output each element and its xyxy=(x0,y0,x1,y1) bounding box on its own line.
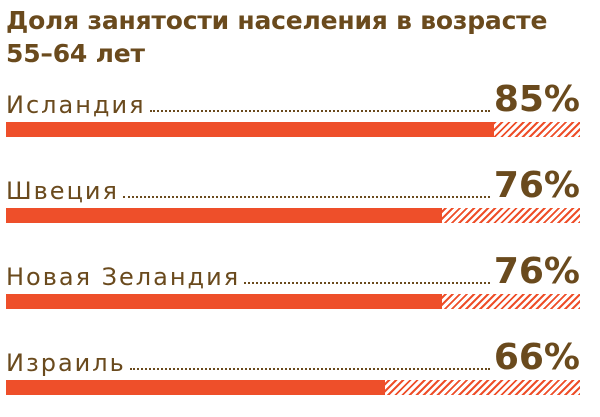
dotted-leader xyxy=(129,368,490,370)
category-label: Швеция xyxy=(6,177,119,205)
category-label: Новая Зеландия xyxy=(6,263,241,291)
bar-row: Исландия 85% xyxy=(6,80,580,142)
dotted-leader xyxy=(244,282,490,284)
value-label: 66% xyxy=(493,337,580,378)
value-label: 85% xyxy=(493,79,580,120)
bar-label-line: Израиль 66% xyxy=(6,338,580,378)
bar-track xyxy=(6,294,580,309)
chart-title: Доля занятости населения в возрасте 55–6… xyxy=(6,6,548,68)
bar xyxy=(6,380,385,395)
bar-label-line: Исландия 85% xyxy=(6,80,580,120)
bar-row: Израиль 66% xyxy=(6,338,580,400)
bar-row: Швеция 76% xyxy=(6,166,580,228)
category-label: Израиль xyxy=(6,349,126,377)
bar xyxy=(6,208,442,223)
dotted-leader xyxy=(149,110,490,112)
category-label: Исландия xyxy=(6,91,146,119)
dotted-leader xyxy=(122,196,490,198)
bar xyxy=(6,294,442,309)
value-label: 76% xyxy=(493,251,580,292)
value-label: 76% xyxy=(493,165,580,206)
bar-label-line: Швеция 76% xyxy=(6,166,580,206)
bar xyxy=(6,122,494,137)
bar-track xyxy=(6,380,580,395)
bar-track xyxy=(6,122,580,137)
bar-row: Новая Зеландия 76% xyxy=(6,252,580,314)
bar-label-line: Новая Зеландия 76% xyxy=(6,252,580,292)
bar-track xyxy=(6,208,580,223)
